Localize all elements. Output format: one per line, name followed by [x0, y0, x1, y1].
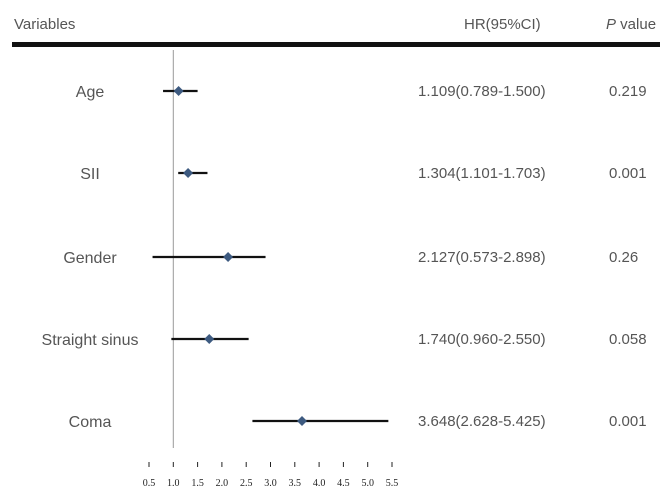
header-p-italic: P	[606, 16, 617, 33]
header-variables: Variables	[14, 16, 76, 33]
x-tick-label: 4.5	[337, 478, 350, 489]
hr-point-marker	[183, 168, 194, 178]
row-p-value: 0.001	[609, 413, 647, 430]
x-tick-label: 4.0	[313, 478, 326, 489]
x-tick-label: 3.5	[289, 478, 302, 489]
header-p-value: P value	[606, 16, 656, 33]
row-variable-label: Coma	[69, 414, 112, 431]
hr-point-marker	[223, 252, 234, 262]
row-hr-ci-value: 3.648(2.628-5.425)	[418, 413, 546, 430]
x-tick-label: 5.5	[386, 478, 399, 489]
row-variable-label: Age	[76, 84, 105, 101]
x-tick-label: 1.5	[191, 478, 204, 489]
row-hr-ci-value: 1.304(1.101-1.703)	[418, 165, 546, 182]
row-variable-label: Straight sinus	[42, 332, 139, 349]
x-tick-label: 0.5	[143, 478, 156, 489]
header-p-rest: value	[616, 16, 657, 33]
hr-point-marker	[296, 416, 307, 426]
row-variable-label: SII	[80, 166, 100, 183]
x-tick-label: 2.5	[240, 478, 253, 489]
x-tick-label: 5.0	[361, 478, 374, 489]
x-tick-label: 2.0	[216, 478, 229, 489]
row-p-value: 0.219	[609, 83, 647, 100]
row-hr-ci-value: 1.740(0.960-2.550)	[418, 331, 546, 348]
header-hr-ci: HR(95%CI)	[464, 16, 541, 33]
row-p-value: 0.001	[609, 165, 647, 182]
row-hr-ci-value: 1.109(0.789-1.500)	[418, 83, 546, 100]
row-p-value: 0.058	[609, 331, 647, 348]
hr-point-marker	[173, 86, 184, 96]
header-rule	[12, 42, 660, 47]
row-variable-label: Gender	[63, 250, 117, 267]
row-hr-ci-value: 2.127(0.573-2.898)	[418, 249, 546, 266]
hr-point-marker	[204, 334, 215, 344]
row-p-value: 0.26	[609, 249, 638, 266]
x-tick-label: 1.0	[167, 478, 180, 489]
x-tick-label: 3.0	[264, 478, 277, 489]
